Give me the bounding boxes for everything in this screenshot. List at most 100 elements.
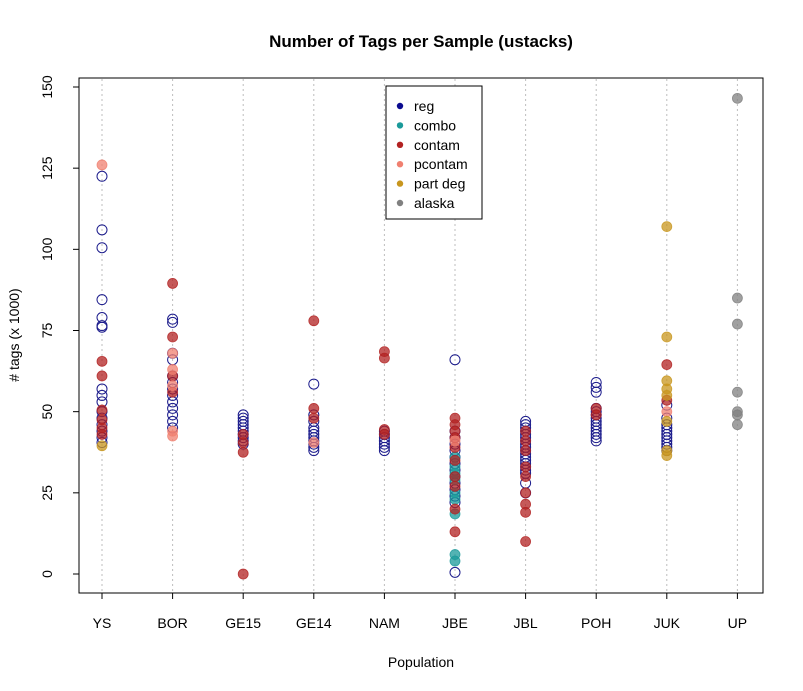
point-pcontam — [308, 437, 320, 448]
point-contam — [520, 425, 531, 437]
point-part-deg — [661, 450, 673, 461]
x-tick-label-ys: YS — [93, 615, 112, 631]
x-tick-label-bor: BOR — [157, 615, 187, 631]
point-contam — [520, 506, 531, 518]
point-contam — [167, 331, 179, 343]
point-reg — [167, 316, 179, 328]
point-contam — [167, 278, 179, 289]
legend-marker-contam — [396, 141, 404, 148]
point-contam — [308, 403, 320, 414]
point-contam — [96, 428, 108, 440]
y-tick-label: 75 — [39, 323, 55, 339]
point-contam — [449, 503, 461, 515]
point-contam — [520, 435, 531, 447]
x-tick-label-jbl: JBL — [514, 615, 538, 631]
point-contam — [520, 445, 531, 457]
point-part-deg — [661, 390, 673, 401]
point-reg — [96, 321, 108, 333]
point-alaska — [732, 409, 743, 421]
point-pcontam — [449, 435, 461, 447]
point-reg — [590, 428, 602, 440]
point-reg — [96, 224, 108, 236]
point-reg — [96, 294, 108, 306]
point-pcontam — [661, 406, 673, 418]
point-pcontam — [167, 364, 179, 375]
y-tick-label: 25 — [39, 485, 55, 501]
legend-marker-combo — [396, 122, 404, 129]
data-points — [96, 92, 743, 580]
point-reg — [449, 566, 461, 578]
legend-marker-part-deg — [396, 180, 404, 187]
point-reg — [167, 313, 179, 325]
point-reg — [96, 383, 108, 395]
point-reg — [590, 435, 602, 447]
point-combo — [449, 493, 461, 505]
legend-label-alaska: alaska — [414, 195, 455, 211]
point-alaska — [732, 318, 743, 330]
point-contam — [96, 404, 108, 416]
point-reg — [590, 386, 602, 398]
point-part-deg — [661, 331, 673, 343]
y-tick-label: 100 — [39, 237, 55, 261]
point-contam — [96, 355, 108, 367]
point-part-deg — [661, 416, 673, 427]
y-tick-label: 50 — [39, 404, 55, 420]
point-reg — [96, 389, 108, 401]
point-reg — [96, 242, 108, 254]
point-contam — [590, 409, 602, 421]
point-part-deg — [96, 440, 108, 452]
point-reg — [308, 378, 320, 390]
point-alaska — [732, 419, 743, 431]
point-contam — [520, 471, 531, 483]
point-contam — [520, 461, 531, 473]
point-alaska — [732, 92, 743, 104]
x-tick-label-poh: POH — [581, 615, 611, 631]
point-part-deg — [661, 221, 673, 233]
point-contam — [237, 446, 249, 458]
x-tick-label-juk: JUK — [654, 615, 681, 631]
point-alaska — [732, 292, 743, 304]
point-reg — [378, 441, 390, 453]
point-pcontam — [167, 380, 179, 392]
point-contam — [449, 471, 461, 483]
point-contam — [449, 454, 461, 466]
x-tick-label-nam: NAM — [369, 615, 400, 631]
point-contam — [378, 352, 390, 364]
point-contam — [449, 480, 461, 492]
legend-label-reg: reg — [414, 98, 434, 114]
chart-title: Number of Tags per Sample (ustacks) — [269, 32, 573, 51]
x-tick-label-up: UP — [728, 615, 747, 631]
legend-label-contam: contam — [414, 137, 460, 153]
legend-marker-pcontam — [396, 161, 404, 168]
legend: reg combo contam pcontam part deg alaska — [385, 85, 483, 220]
point-pcontam — [96, 159, 108, 171]
y-tick-label: 150 — [39, 75, 55, 99]
y-axis-label: # tags (x 1000) — [6, 288, 22, 381]
point-reg — [96, 170, 108, 182]
x-tick-label-jbe: JBE — [442, 615, 468, 631]
legend-marker-reg — [396, 102, 404, 110]
point-combo — [449, 555, 461, 567]
point-contam — [237, 437, 249, 448]
point-contam — [308, 315, 320, 327]
point-contam — [520, 487, 531, 499]
point-reg — [449, 354, 461, 366]
point-reg — [590, 381, 602, 393]
point-reg — [167, 402, 179, 414]
legend-label-pcontam: pcontam — [414, 156, 468, 172]
point-contam — [96, 370, 108, 382]
x-tick-label-ge15: GE15 — [225, 615, 261, 631]
point-reg — [167, 409, 179, 421]
point-alaska — [732, 386, 743, 398]
y-axis: 0 25 50 75 100 125 150 — [39, 75, 79, 578]
point-reg — [378, 445, 390, 457]
point-contam — [520, 536, 531, 547]
point-reg — [590, 432, 602, 444]
point-contam — [449, 526, 461, 538]
legend-label-part-deg: part deg — [414, 176, 465, 192]
point-contam — [237, 568, 249, 580]
point-pcontam — [167, 430, 179, 442]
point-contam — [308, 412, 320, 424]
plot-frame — [78, 77, 764, 594]
